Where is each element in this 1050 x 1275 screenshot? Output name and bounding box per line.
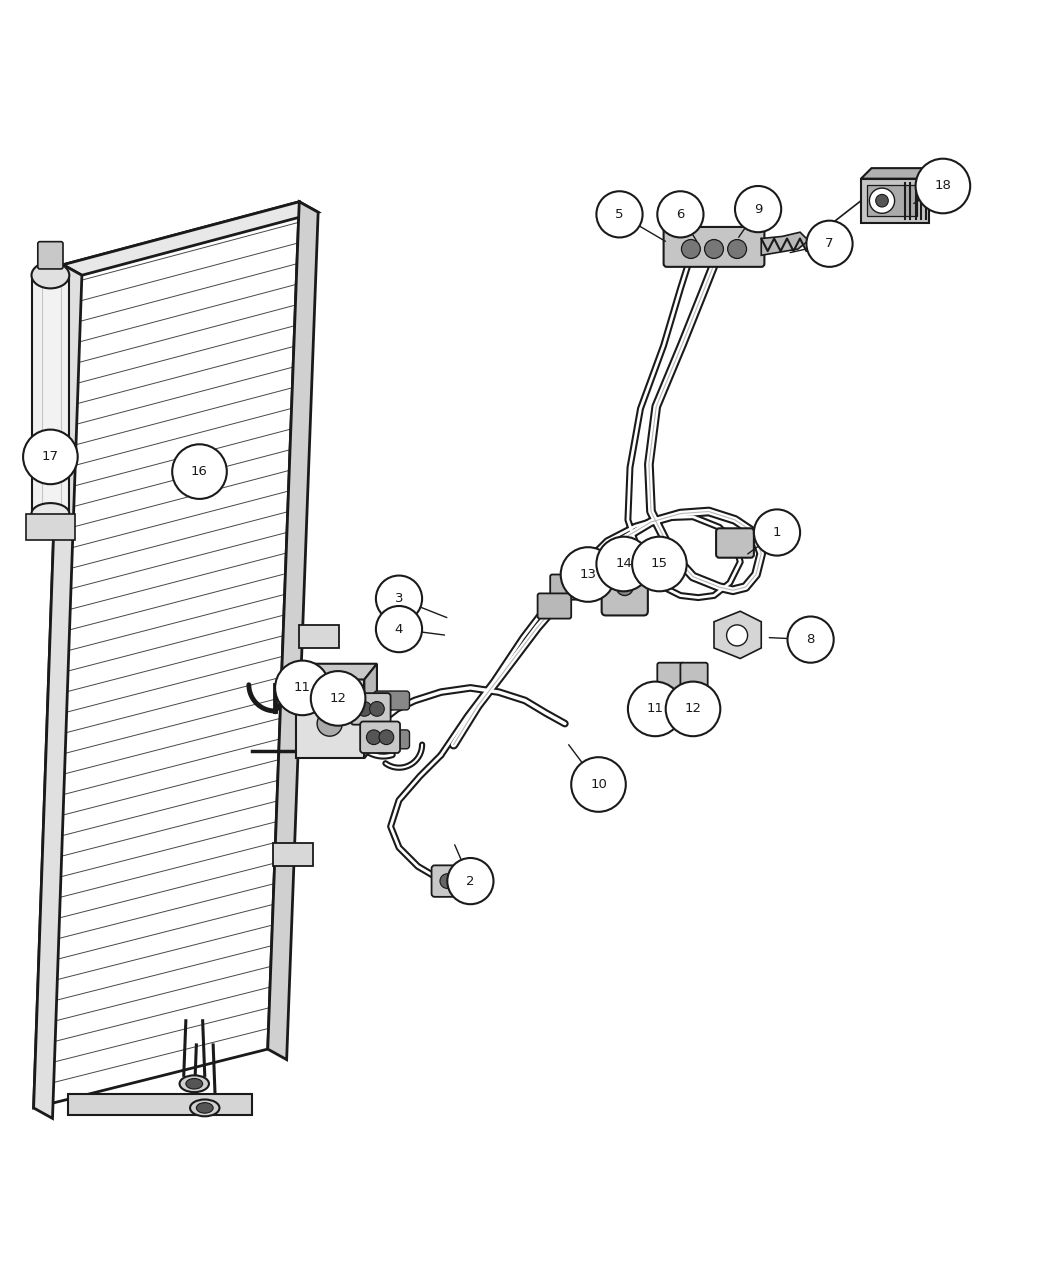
Circle shape <box>728 240 747 259</box>
Text: 4: 4 <box>395 622 403 636</box>
FancyBboxPatch shape <box>538 593 571 618</box>
Text: 12: 12 <box>685 703 701 715</box>
FancyBboxPatch shape <box>68 1094 252 1116</box>
Text: 7: 7 <box>825 237 834 250</box>
FancyBboxPatch shape <box>716 528 754 557</box>
Circle shape <box>616 579 633 595</box>
Polygon shape <box>296 680 364 759</box>
Ellipse shape <box>190 1099 219 1117</box>
Text: 8: 8 <box>806 634 815 646</box>
Text: 14: 14 <box>615 557 632 570</box>
Circle shape <box>705 240 723 259</box>
Circle shape <box>869 189 895 213</box>
Circle shape <box>370 701 384 717</box>
Polygon shape <box>268 201 318 1060</box>
Circle shape <box>916 158 970 213</box>
Circle shape <box>596 191 643 237</box>
Polygon shape <box>364 664 377 759</box>
FancyBboxPatch shape <box>861 179 929 223</box>
Text: 5: 5 <box>615 208 624 221</box>
Text: 13: 13 <box>580 567 596 581</box>
Circle shape <box>596 537 651 592</box>
Polygon shape <box>861 168 940 179</box>
Text: 15: 15 <box>651 557 668 570</box>
Circle shape <box>357 701 372 717</box>
FancyBboxPatch shape <box>664 227 764 266</box>
Circle shape <box>23 430 78 484</box>
Text: 11: 11 <box>294 681 311 695</box>
FancyBboxPatch shape <box>867 185 917 217</box>
FancyBboxPatch shape <box>273 843 313 866</box>
Text: 10: 10 <box>590 778 607 790</box>
FancyBboxPatch shape <box>680 663 708 690</box>
FancyBboxPatch shape <box>38 242 63 269</box>
Circle shape <box>666 682 720 736</box>
FancyBboxPatch shape <box>299 625 339 648</box>
Text: 2: 2 <box>466 875 475 887</box>
FancyBboxPatch shape <box>432 866 476 896</box>
Polygon shape <box>34 201 299 1108</box>
Circle shape <box>440 873 455 889</box>
Polygon shape <box>761 232 808 255</box>
Circle shape <box>628 682 682 736</box>
Polygon shape <box>296 664 377 680</box>
Text: 16: 16 <box>191 465 208 478</box>
Circle shape <box>788 617 834 663</box>
FancyBboxPatch shape <box>657 663 685 690</box>
Polygon shape <box>34 265 82 1118</box>
Circle shape <box>876 194 888 207</box>
Circle shape <box>453 873 467 889</box>
Polygon shape <box>32 275 69 514</box>
Polygon shape <box>714 611 761 658</box>
Circle shape <box>311 671 365 725</box>
Text: 3: 3 <box>395 592 403 606</box>
Circle shape <box>447 858 494 904</box>
Circle shape <box>754 510 800 556</box>
FancyBboxPatch shape <box>550 575 584 599</box>
Ellipse shape <box>180 1075 209 1093</box>
Text: 17: 17 <box>42 450 59 463</box>
Circle shape <box>172 444 227 499</box>
Circle shape <box>806 221 853 266</box>
Circle shape <box>317 711 342 736</box>
Circle shape <box>735 186 781 232</box>
Ellipse shape <box>186 1079 203 1089</box>
Text: 18: 18 <box>934 180 951 193</box>
Circle shape <box>275 660 330 715</box>
Text: 1: 1 <box>773 527 781 539</box>
FancyBboxPatch shape <box>351 694 391 724</box>
Circle shape <box>379 729 394 745</box>
FancyBboxPatch shape <box>360 722 400 754</box>
Circle shape <box>561 547 615 602</box>
Ellipse shape <box>32 504 69 524</box>
Circle shape <box>376 606 422 653</box>
Circle shape <box>657 191 704 237</box>
Ellipse shape <box>32 263 69 288</box>
Circle shape <box>632 537 687 592</box>
FancyBboxPatch shape <box>26 514 75 539</box>
FancyBboxPatch shape <box>374 691 410 710</box>
Circle shape <box>366 729 381 745</box>
Circle shape <box>376 575 422 622</box>
Polygon shape <box>63 201 318 275</box>
Text: 11: 11 <box>647 703 664 715</box>
Ellipse shape <box>196 1103 213 1113</box>
Text: 6: 6 <box>676 208 685 221</box>
FancyBboxPatch shape <box>602 575 648 616</box>
Text: 9: 9 <box>754 203 762 215</box>
Text: 12: 12 <box>330 692 346 705</box>
FancyBboxPatch shape <box>374 729 410 748</box>
Circle shape <box>681 240 700 259</box>
Circle shape <box>571 757 626 812</box>
Circle shape <box>727 625 748 646</box>
